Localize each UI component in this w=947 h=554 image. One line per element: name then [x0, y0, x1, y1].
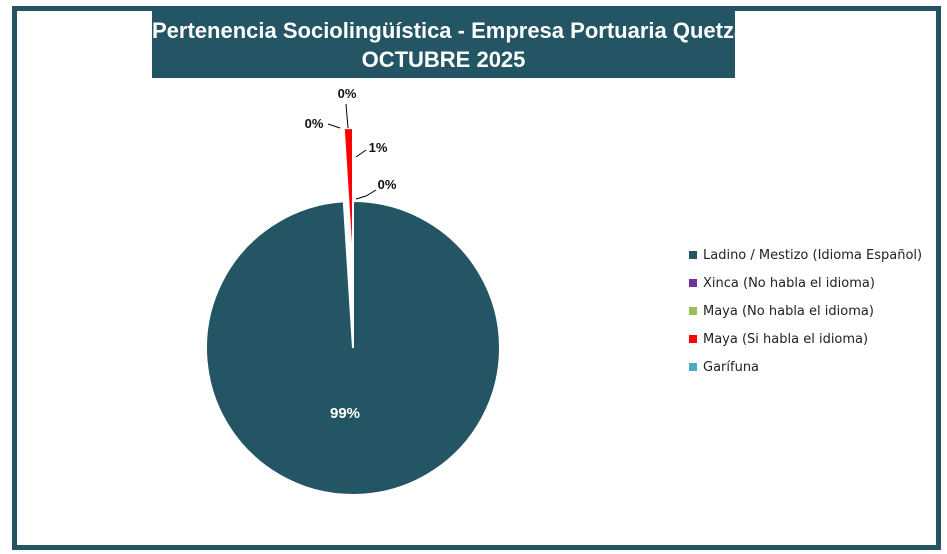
- pie-slices: [205, 126, 501, 496]
- legend-item-gar-funa: Garífuna: [689, 358, 922, 386]
- chart-title: Pertenencia Sociolingüística - Empresa P…: [152, 18, 753, 43]
- legend-item-ladino-mestizo-idioma-espa-ol: Ladino / Mestizo (Idioma Español): [689, 246, 922, 274]
- legend-item-maya-si-habla-el-idioma: Maya (Si habla el idioma): [689, 330, 922, 358]
- legend-swatch: [689, 362, 697, 371]
- legend-label: Xinca (No habla el idioma): [703, 276, 875, 291]
- data-label-ladino-mestizo-idioma-espa-ol: 99%: [330, 405, 360, 422]
- legend-item-maya-no-habla-el-idioma: Maya (No habla el idioma): [689, 302, 922, 330]
- data-labels: 99% 0% 0% 1% 0%: [305, 86, 397, 422]
- pie-slice-ladino-mestizo-idioma-espa-ol: [205, 199, 501, 496]
- chart-title-box: Pertenencia Sociolingüística - Empresa P…: [152, 10, 753, 78]
- legend-label: Maya (Si habla el idioma): [703, 332, 869, 347]
- leader-lines: [327, 103, 377, 200]
- legend-item-xinca-no-habla-el-idioma: Xinca (No habla el idioma): [689, 274, 922, 302]
- legend-swatch: [689, 278, 697, 287]
- legend-label: Ladino / Mestizo (Idioma Español): [703, 248, 923, 263]
- chart-legend: Ladino / Mestizo (Idioma Español) Xinca (…: [689, 246, 922, 386]
- legend-label: Garífuna: [703, 360, 760, 375]
- legend-swatch: [689, 306, 697, 315]
- data-label-xinca-no-habla-el-idioma: 0%: [338, 86, 357, 101]
- data-label-maya-si-habla-el-idioma: 1%: [369, 140, 388, 155]
- pie-slice-maya-si-habla-el-idioma: [342, 126, 354, 276]
- legend-label: Maya (No habla el idioma): [703, 304, 874, 319]
- data-label-gar-funa: 0%: [378, 177, 397, 192]
- leader-line-maya-no-habla-el-idioma: [327, 123, 341, 129]
- leader-line-maya-si-habla-el-idioma: [355, 149, 367, 158]
- data-label-maya-no-habla-el-idioma: 0%: [305, 116, 324, 131]
- leader-line-xinca-no-habla-el-idioma: [345, 103, 349, 129]
- leader-line-gar-funa: [355, 189, 377, 200]
- chart-subtitle: OCTUBRE 2025: [361, 47, 526, 72]
- legend-swatch: [689, 250, 697, 259]
- legend-swatch: [689, 334, 697, 343]
